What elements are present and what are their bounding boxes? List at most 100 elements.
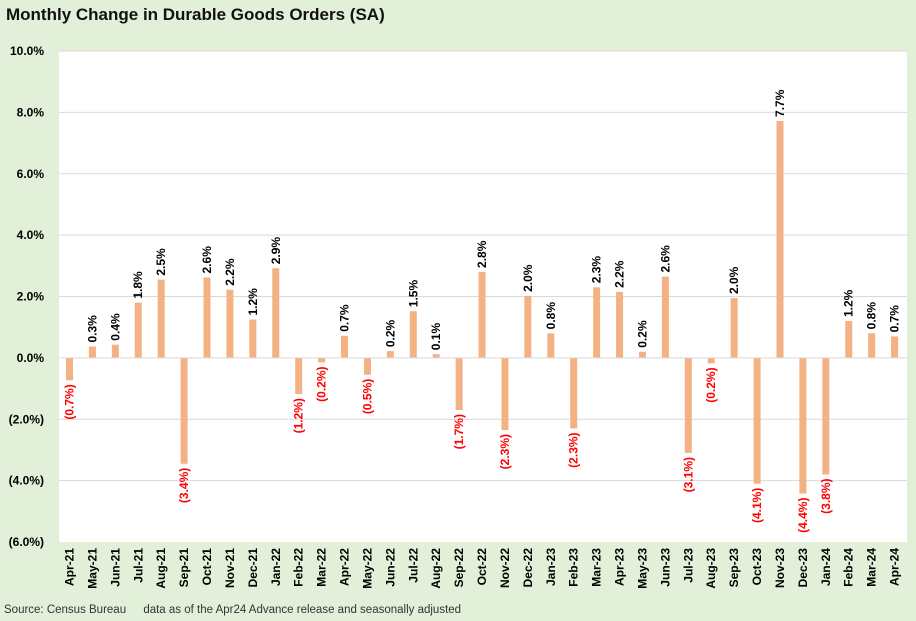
data-label: (3.4%) xyxy=(177,468,191,503)
bar-oct-23 xyxy=(753,357,761,484)
y-tick-label: (6.0%) xyxy=(9,535,44,549)
data-label: 2.2% xyxy=(223,258,237,286)
data-label: 1.2% xyxy=(842,289,856,317)
x-tick-label: May-21 xyxy=(85,548,99,589)
x-tick-label: Jul-23 xyxy=(681,548,695,583)
bar-nov-23 xyxy=(776,120,784,358)
source-note: Source: Census Bureau xyxy=(4,604,127,616)
x-tick-label: Feb-23 xyxy=(567,548,581,587)
x-tick-label: Aug-23 xyxy=(704,548,718,589)
bar-may-22 xyxy=(363,357,371,375)
data-label: 0.2% xyxy=(635,320,649,348)
data-label: 0.3% xyxy=(85,315,99,343)
chart-footer: Source: Census Bureau data as of the Apr… xyxy=(4,604,461,616)
bar-apr-23 xyxy=(616,291,624,358)
bar-sep-23 xyxy=(730,298,738,358)
bar-dec-22 xyxy=(524,295,532,358)
x-tick-label: Jul-22 xyxy=(406,548,420,583)
bar-jan-22 xyxy=(272,268,280,358)
x-tick-label: Jan-22 xyxy=(269,548,283,586)
y-tick-label: 4.0% xyxy=(17,228,45,242)
data-label: (2.3%) xyxy=(567,432,581,467)
data-label: (1.7%) xyxy=(452,414,466,449)
bar-dec-23 xyxy=(799,357,807,494)
bar-jun-22 xyxy=(386,351,394,358)
x-tick-label: Dec-21 xyxy=(246,548,260,588)
data-label: 2.5% xyxy=(154,248,168,276)
bar-jul-23 xyxy=(684,357,692,454)
bar-aug-23 xyxy=(707,357,715,364)
x-tick-label: Sep-21 xyxy=(177,548,191,588)
y-tick-label: 10.0% xyxy=(10,44,44,58)
bar-oct-21 xyxy=(203,277,211,358)
bar-jul-21 xyxy=(134,302,142,358)
x-tick-label: Oct-21 xyxy=(200,548,214,586)
x-tick-label: Oct-22 xyxy=(475,548,489,586)
x-tick-label: Jan-24 xyxy=(819,548,833,586)
x-tick-label: Aug-21 xyxy=(154,548,168,589)
data-label: 2.0% xyxy=(521,264,535,292)
bar-aug-22 xyxy=(432,354,440,358)
x-tick-label: Nov-22 xyxy=(498,548,512,588)
data-label: 1.8% xyxy=(131,271,145,299)
y-tick-label: 2.0% xyxy=(17,290,45,304)
x-tick-label: Apr-21 xyxy=(63,548,77,586)
data-label: 0.7% xyxy=(888,305,902,333)
data-label: 2.8% xyxy=(475,240,489,268)
bar-apr-21 xyxy=(66,357,73,381)
data-label: 0.2% xyxy=(383,319,397,347)
x-tick-label: Sep-22 xyxy=(452,548,466,588)
data-label: 7.7% xyxy=(773,89,787,117)
x-tick-label: Nov-23 xyxy=(773,548,787,588)
bar-jun-23 xyxy=(661,276,669,358)
x-tick-label: Aug-22 xyxy=(429,548,443,589)
bar-mar-23 xyxy=(593,287,601,358)
y-tick-label: (2.0%) xyxy=(9,412,44,426)
x-tick-label: Feb-24 xyxy=(842,548,856,587)
x-tick-label: Mar-23 xyxy=(590,548,604,587)
data-label: (0.2%) xyxy=(315,366,329,401)
data-label: 2.3% xyxy=(590,256,604,284)
bar-may-23 xyxy=(638,351,646,358)
data-label: (4.4%) xyxy=(796,498,810,533)
bar-mar-22 xyxy=(318,357,326,363)
x-tick-label: Apr-24 xyxy=(888,548,902,586)
x-tick-label: Dec-22 xyxy=(521,548,535,588)
x-tick-label: Nov-21 xyxy=(223,548,237,588)
y-tick-label: (4.0%) xyxy=(9,474,44,488)
bar-aug-21 xyxy=(157,279,165,358)
y-tick-label: 8.0% xyxy=(17,105,45,119)
y-tick-label: 0.0% xyxy=(17,351,45,365)
bar-nov-21 xyxy=(226,289,234,358)
data-label: (0.5%) xyxy=(360,379,374,414)
bar-feb-23 xyxy=(570,357,578,429)
data-label: 0.7% xyxy=(338,304,352,332)
x-tick-label: Mar-22 xyxy=(315,548,329,587)
bar-apr-22 xyxy=(341,335,349,358)
x-tick-label: Dec-23 xyxy=(796,548,810,588)
chart-title: Monthly Change in Durable Goods Orders (… xyxy=(6,5,385,24)
bar-mar-24 xyxy=(868,333,876,358)
data-label: 0.8% xyxy=(865,302,879,330)
data-label: 2.6% xyxy=(200,246,214,274)
data-label: 2.0% xyxy=(727,266,741,294)
data-label: 2.2% xyxy=(613,260,627,288)
data-label: (3.8%) xyxy=(819,478,833,513)
data-label: 0.8% xyxy=(544,302,558,330)
bar-sep-22 xyxy=(455,357,463,411)
x-tick-label: Jan-23 xyxy=(544,548,558,586)
x-tick-label: May-23 xyxy=(635,548,649,589)
x-tick-label: Apr-23 xyxy=(613,548,627,586)
bar-dec-21 xyxy=(249,319,257,358)
data-label: 1.5% xyxy=(406,280,420,308)
x-tick-label: Jun-21 xyxy=(108,548,122,587)
data-label: (4.1%) xyxy=(750,488,764,523)
data-label: 1.2% xyxy=(246,288,260,316)
bar-feb-24 xyxy=(845,321,853,358)
x-tick-label: Jun-23 xyxy=(658,548,672,587)
bar-may-21 xyxy=(88,346,96,358)
x-tick-label: Sep-23 xyxy=(727,548,741,588)
bar-feb-22 xyxy=(295,357,303,395)
bar-jan-24 xyxy=(822,357,830,475)
